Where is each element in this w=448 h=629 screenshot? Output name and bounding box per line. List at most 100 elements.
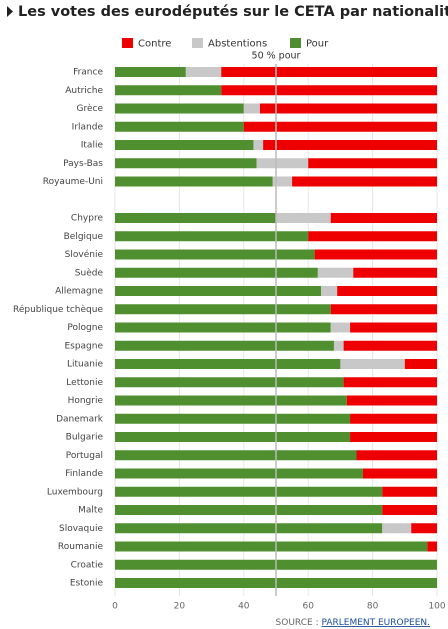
x-tick-label: 100 [428,602,445,612]
y-tick-label: Danemark [56,414,104,424]
reference-label: 50 % pour [252,51,301,62]
legend-label: Pour [306,39,329,50]
bar-segment [314,249,437,260]
y-tick-label: République tchèque [13,304,103,315]
bar-segment [115,213,276,223]
bar-segment [115,85,222,96]
bar-segment [243,121,437,132]
x-tick-label: 80 [367,602,379,612]
y-tick-label: Roumanie [58,542,104,552]
bar-segment [115,432,351,442]
legend-label: Abstentions [208,39,267,50]
y-tick-label: Hongrie [68,396,104,406]
bar-segment [115,340,334,351]
y-tick-label: Belgique [64,232,104,242]
y-tick-label: Estonie [70,579,104,589]
bar-segment [350,322,437,333]
source: SOURCE : PARLEMENT EUROPEEN. [276,618,430,628]
bar-segment [185,67,222,77]
bar-segment [330,304,437,315]
bar-segment [115,523,383,534]
bar-segment [317,267,354,278]
x-tick-label: 20 [174,602,186,612]
bar-segment [321,286,338,296]
chart-title: Les votes des eurodéputés sur le CETA pa… [18,4,448,20]
bar-segment [330,322,351,333]
bar-segment [115,395,347,406]
bar-segment [330,213,437,223]
bar-segment [343,340,437,351]
bar-segment [350,432,437,442]
legend-label: Contre [138,39,171,50]
bar-segment [308,158,437,169]
bar-segment [115,140,254,150]
bar-segment [337,286,437,296]
bar-segment [115,486,383,497]
bar-segment [115,359,341,369]
y-tick-label: Allemagne [55,287,103,297]
bar-segment [115,176,273,187]
legend: Contre Abstentions Pour [122,38,329,50]
bar-segment [362,468,437,479]
x-tick-label: 60 [302,602,314,612]
bar-segment [263,140,437,150]
legend-swatch [122,38,133,48]
bar-segment [221,85,437,96]
source-label: SOURCE : [276,618,319,628]
bar-segment [115,158,257,169]
y-tick-label: Finlande [65,469,103,479]
bar-segment [115,450,357,461]
bar-segment [382,486,437,497]
bar-segment [115,121,244,132]
bar-segment [382,505,437,515]
bar-segment [115,249,315,260]
bar-segment [340,359,405,369]
legend-swatch [192,38,203,48]
x-tick-label: 40 [238,602,250,612]
bar-segment [259,103,437,114]
bar-segment [221,67,437,77]
y-tick-label: Chypre [71,214,104,224]
y-tick-label: Suède [75,267,104,278]
y-tick-label: Slovénie [65,249,104,260]
bar-segment [256,158,309,169]
x-tick-label: 0 [112,602,118,612]
bar-segment [382,523,412,534]
bar-segment [115,67,186,77]
bar-segment [115,231,309,242]
y-tick-label: France [73,68,103,78]
y-tick-label: Irlande [72,122,104,132]
bar-segment [276,213,331,223]
y-tick-label: Autriche [65,86,103,96]
y-tick-label: Italie [81,141,104,151]
y-tick-label: Bulgarie [66,433,104,443]
bar-segment [115,468,363,479]
bar-segment [243,103,260,114]
y-tick-label: Royaume-Uni [43,177,103,187]
bar-segment [411,523,437,534]
y-tick-label: Grèce [77,103,104,114]
y-tick-label: Croatie [71,560,104,570]
bar-segment [115,267,318,278]
bar-segment [427,541,437,552]
y-tick-label: Slovaquie [59,524,103,534]
bar-segment [350,413,437,424]
bar-segment [115,304,331,315]
bar-segment [343,377,437,388]
source-link[interactable]: PARLEMENT EUROPEEN. [321,618,430,628]
bar-segment [115,541,428,552]
bar-segment [115,505,383,515]
bar-segment [308,231,437,242]
y-tick-label: Pays-Bas [63,159,103,169]
title-marker [7,6,13,17]
y-tick-label: Pologne [67,323,103,333]
bar-segment [115,413,351,424]
bar-segment [115,103,244,114]
legend-swatch [290,38,301,48]
bar-segment [115,377,344,388]
y-tick-label: Malte [78,506,103,516]
bar-segment [115,322,331,333]
y-tick-label: Luxembourg [47,487,103,497]
bar-segment [404,359,437,369]
